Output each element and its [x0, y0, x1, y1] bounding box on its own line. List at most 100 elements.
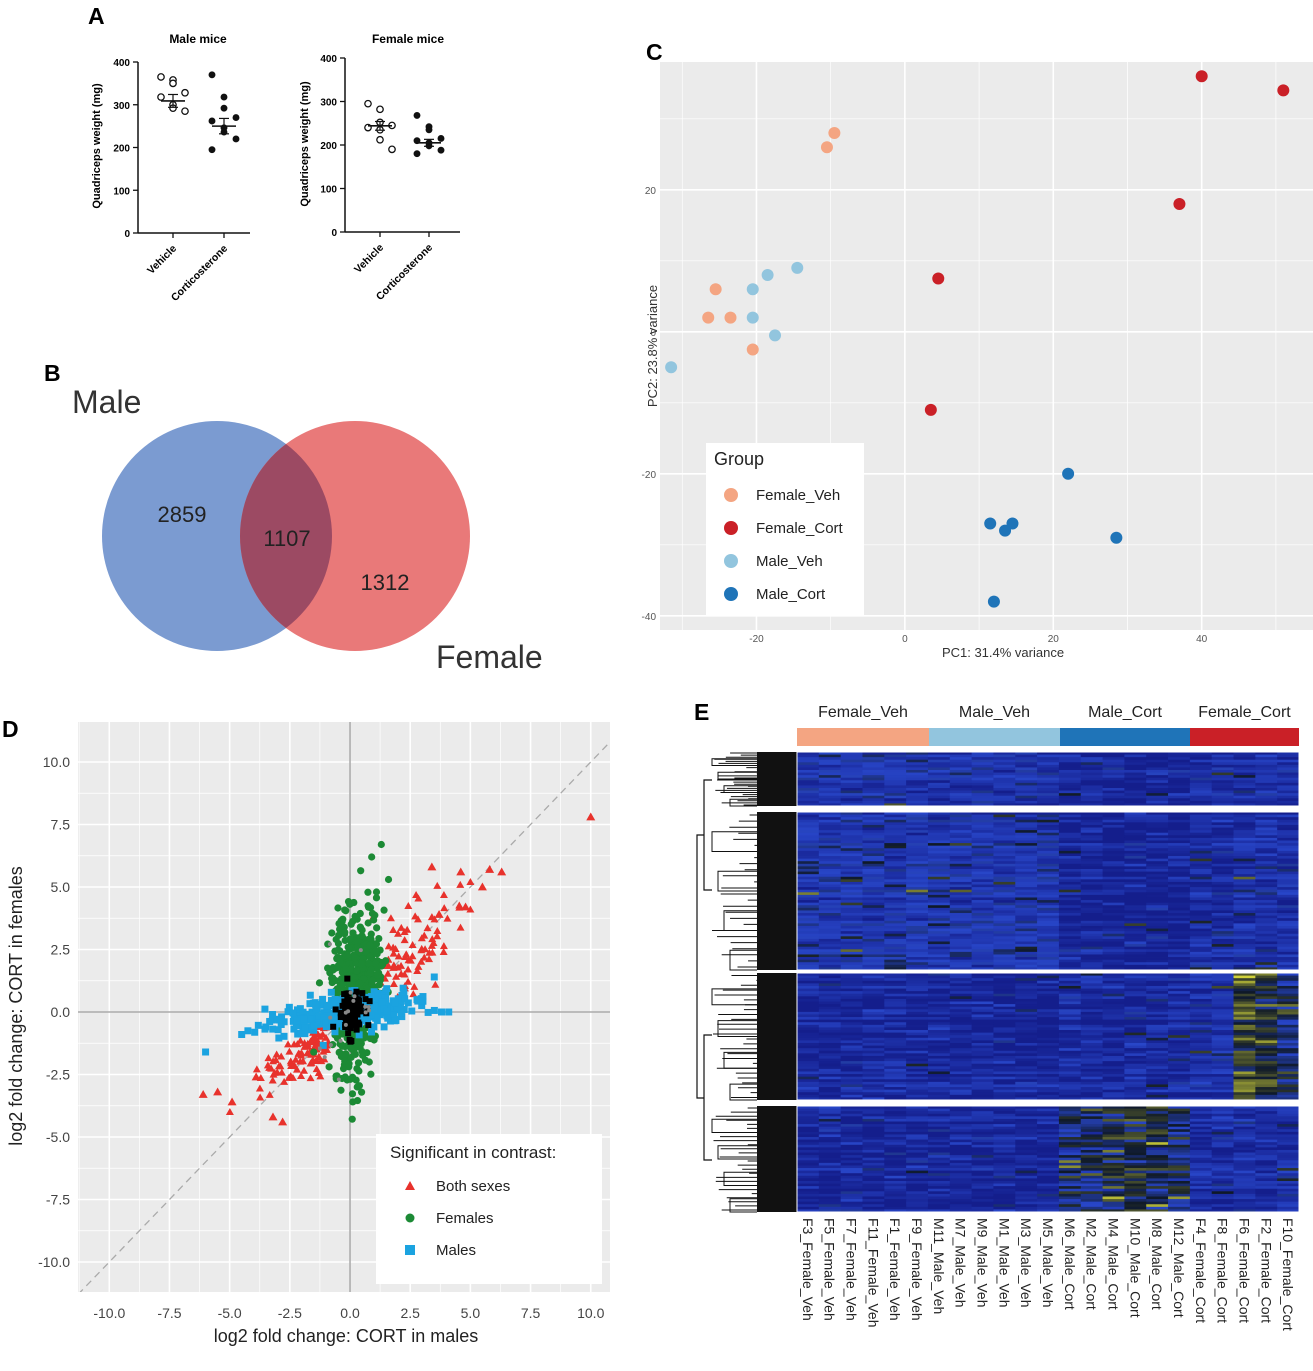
heatmap-cell — [1037, 985, 1060, 989]
heatmap-cell — [818, 803, 842, 807]
heatmap-cell — [1058, 887, 1082, 891]
heatmap-cell — [1189, 1053, 1213, 1057]
heatmap-cell — [927, 980, 951, 984]
heatmap-cell — [1255, 938, 1278, 942]
point-males — [274, 1026, 282, 1034]
heatmap-cell — [1211, 1048, 1234, 1052]
heatmap-cell — [1211, 905, 1234, 909]
heatmap-cell — [906, 1152, 929, 1156]
heatmap-cell — [1080, 772, 1103, 776]
point-females — [332, 935, 340, 944]
heatmap-cell — [884, 1037, 907, 1041]
heatmap-cell — [1058, 978, 1082, 982]
heatmap-cell — [949, 832, 973, 836]
heatmap-cell — [797, 1024, 820, 1028]
heatmap-cell — [949, 795, 973, 799]
heatmap-cell — [1080, 951, 1103, 955]
point-males — [261, 1005, 269, 1013]
heatmap-cell — [1277, 830, 1300, 834]
heatmap-cell — [1189, 798, 1213, 802]
point-males — [408, 1007, 416, 1015]
heatmap-cell — [862, 866, 885, 870]
heatmap-cell — [884, 1152, 907, 1156]
heatmap-cell — [927, 1042, 951, 1046]
heatmap-cell — [949, 830, 973, 834]
heatmap-cell — [1015, 1081, 1038, 1085]
heatmap-cell — [993, 889, 1016, 893]
y-axis-label: Quadriceps weight (mg) — [299, 81, 311, 207]
heatmap-cell — [906, 874, 929, 878]
heatmap-cell — [927, 775, 951, 779]
heatmap-cell — [1102, 800, 1125, 804]
point-females — [346, 935, 354, 943]
heatmap-cell — [1146, 1139, 1169, 1143]
heatmap-cell — [1233, 980, 1256, 984]
heatmap-cell — [1102, 964, 1125, 968]
legend-label: Females — [436, 1210, 494, 1227]
heatmap-cell — [1146, 819, 1169, 823]
heatmap-cell — [1015, 1050, 1038, 1054]
heatmap-cell — [949, 1118, 973, 1122]
heatmap-cell — [1255, 907, 1278, 911]
heatmap-cell — [1124, 946, 1147, 950]
heatmap-cell — [884, 785, 907, 789]
heatmap-cell — [1037, 892, 1060, 896]
heatmap-cell — [884, 1071, 907, 1075]
heatmap-cell — [906, 837, 929, 841]
heatmap-cell — [949, 1061, 973, 1065]
heatmap-cell — [906, 793, 929, 797]
heatmap-cell — [1124, 1055, 1147, 1059]
heatmap-cell — [971, 1116, 994, 1120]
heatmap-cell — [1015, 954, 1038, 958]
heatmap-cell — [927, 800, 951, 804]
point-not-significant — [356, 1021, 363, 1028]
heatmap-cell — [1102, 817, 1125, 821]
heatmap-cell — [1102, 793, 1125, 797]
heatmap-cell — [1255, 775, 1278, 779]
heatmap-cell — [1211, 1089, 1234, 1093]
heatmap-cell — [797, 1116, 820, 1120]
heatmap-cell — [1124, 850, 1147, 854]
heatmap-cell — [1146, 1079, 1169, 1083]
heatmap-cell — [1080, 1131, 1103, 1135]
heatmap-cell — [797, 949, 820, 953]
heatmap-cell — [818, 1157, 842, 1161]
heatmap-cell — [1124, 798, 1147, 802]
heatmap-cell — [927, 959, 951, 963]
point-not-significant — [344, 975, 351, 982]
heatmap-cell — [884, 1040, 907, 1044]
heatmap-cell — [1015, 988, 1038, 992]
heatmap-cell — [1233, 772, 1256, 776]
heatmap-cell — [884, 954, 907, 958]
heatmap-cell — [971, 1157, 994, 1161]
heatmap-cell — [1146, 967, 1169, 971]
heatmap-cell — [884, 975, 907, 979]
heatmap-cell — [1015, 1139, 1038, 1143]
heatmap-cell — [1124, 876, 1147, 880]
heatmap-cell — [1080, 793, 1103, 797]
data-point — [413, 111, 421, 119]
panel-label-d: D — [2, 716, 19, 742]
heatmap-cell — [993, 800, 1016, 804]
heatmap-cell — [971, 788, 994, 791]
heatmap-cell — [840, 1004, 863, 1008]
heatmap-cell — [949, 1017, 973, 1021]
heatmap-cell — [797, 905, 820, 909]
heatmap-cell — [1146, 1142, 1169, 1146]
heatmap-cell — [840, 775, 863, 779]
point-males — [355, 1031, 363, 1039]
heatmap-cell — [1211, 946, 1234, 950]
heatmap-cell — [1146, 1147, 1169, 1151]
heatmap-cell — [906, 902, 929, 906]
heatmap-cell — [993, 874, 1016, 878]
heatmap-cell — [1058, 1019, 1082, 1023]
heatmap-cell — [1233, 1076, 1256, 1080]
heatmap-cell — [1058, 985, 1082, 989]
heatmap-cell — [927, 858, 951, 862]
heatmap-cell — [818, 1147, 842, 1151]
heatmap-cell — [1211, 1147, 1234, 1151]
heatmap-cell — [818, 835, 842, 839]
heatmap-cell — [949, 1074, 973, 1078]
heatmap-cell — [1124, 1142, 1147, 1146]
heatmap-cell — [1189, 973, 1213, 976]
